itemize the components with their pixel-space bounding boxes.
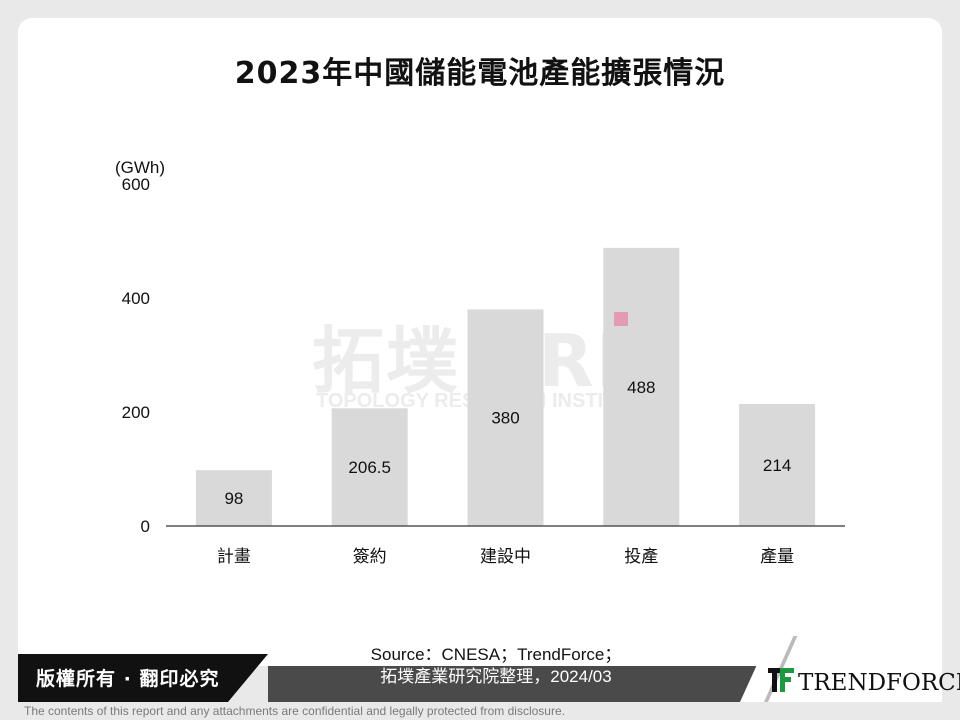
bar (195, 470, 272, 526)
data-label: 488 (627, 378, 655, 397)
trendforce-logo-text: TRENDFORCE (798, 670, 960, 696)
y-tick-label: 200 (122, 403, 150, 422)
bar (603, 247, 680, 526)
x-tick-label: 計畫 (217, 547, 251, 567)
trendforce-tf-icon (768, 668, 794, 692)
logo-panel-edge (740, 636, 770, 702)
data-label: 206.5 (348, 458, 391, 477)
y-tick-label: 600 (122, 175, 150, 194)
source-line-1: Source：CNESA；TrendForce； (370, 645, 622, 664)
data-label: 98 (224, 489, 243, 508)
bar (739, 404, 816, 526)
watermark-mark (614, 312, 628, 326)
data-label: 380 (491, 409, 519, 428)
x-tick-label: 產量 (760, 547, 794, 567)
footer-bar-edge (228, 654, 268, 702)
disclaimer-text: The contents of this report and any atta… (24, 704, 565, 718)
watermark-logo: 拓墣 TRI (312, 319, 625, 403)
footer-bar (18, 654, 228, 702)
copyright-label: 版權所有 · 翻印必究 (36, 668, 220, 690)
y-tick-label: 400 (122, 289, 150, 308)
bar (331, 408, 408, 526)
data-label: 214 (763, 456, 791, 475)
bar (467, 309, 544, 526)
source-line-2-wrap: 拓墣產業研究院整理，2024/03 (300, 666, 692, 688)
logo-panel (770, 636, 942, 702)
footer-source-bar (268, 666, 770, 702)
x-tick-label: 投產 (624, 547, 658, 567)
page-title: 2023年中國儲能電池產能擴張情況 (234, 56, 726, 91)
x-tick-label: 簽約 (353, 547, 387, 567)
x-tick-label: 建設中 (480, 547, 531, 567)
source-note: Source：CNESA；TrendForce； (300, 644, 692, 666)
source-line-2: 拓墣產業研究院整理，2024/03 (380, 667, 612, 686)
y-tick-label: 0 (141, 517, 150, 536)
y-unit-label: (GWh) (115, 158, 165, 177)
